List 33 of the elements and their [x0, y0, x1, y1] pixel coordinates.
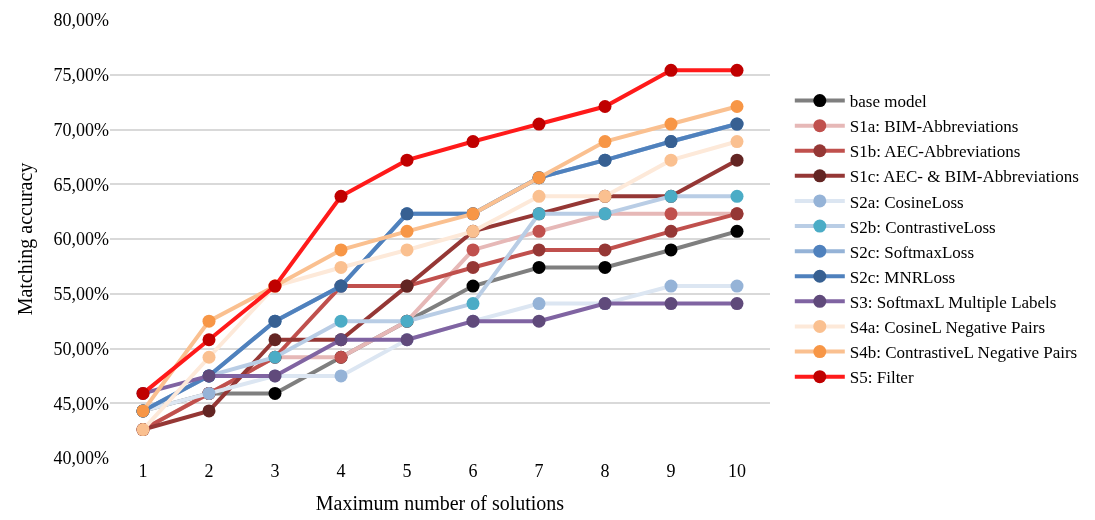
- x-tick-label: 10: [728, 461, 746, 481]
- legend-label: base model: [849, 92, 928, 112]
- x-tick-label: 8: [600, 461, 610, 481]
- x-axis-title: Maximum number of solutions: [315, 491, 565, 514]
- x-tick-label: 7: [534, 461, 544, 481]
- legend-label: S1b: AEC-Abbreviations: [849, 142, 1021, 162]
- legend-label: S5: Filter: [849, 368, 914, 388]
- x-tick-label: 6: [468, 461, 478, 481]
- y-tick-label: 75,00%: [53, 65, 109, 86]
- legend-label: S2b: ContrastiveLoss: [849, 217, 996, 237]
- legend-label: S1a: BIM-Abbreviations: [849, 117, 1019, 137]
- y-tick-label: 40,00%: [53, 448, 109, 469]
- y-tick-label: 80,00%: [53, 10, 109, 31]
- y-tick-label: 45,00%: [53, 393, 109, 414]
- x-tick-label: 5: [402, 461, 412, 481]
- y-tick-label: 55,00%: [53, 284, 109, 305]
- legend-label: S4b: ContrastiveL Negative Pairs: [849, 343, 1078, 363]
- y-axis-title: Matching accuracy: [14, 162, 37, 316]
- legend-label: S2c: SoftmaxLoss: [849, 242, 974, 262]
- y-tick-label: 60,00%: [53, 229, 109, 250]
- legend-label: S1c: AEC- & BIM-Abbreviations: [849, 167, 1079, 187]
- legend-label: S4a: CosineL Negative Pairs: [849, 318, 1046, 338]
- legend-label: S2a: CosineLoss: [849, 192, 964, 212]
- y-tick-label: 50,00%: [53, 338, 109, 359]
- legend-label: S3: SoftmaxL Multiple Labels: [849, 292, 1057, 312]
- legend-label: S2c: MNRLoss: [849, 267, 956, 287]
- y-tick-label: 70,00%: [53, 119, 109, 140]
- x-tick-label: 4: [336, 461, 346, 481]
- x-tick-label: 9: [666, 461, 676, 481]
- x-tick-label: 3: [270, 461, 280, 481]
- x-tick-label: 1: [138, 461, 148, 481]
- y-tick-label: 65,00%: [53, 174, 109, 195]
- x-tick-label: 2: [204, 461, 214, 481]
